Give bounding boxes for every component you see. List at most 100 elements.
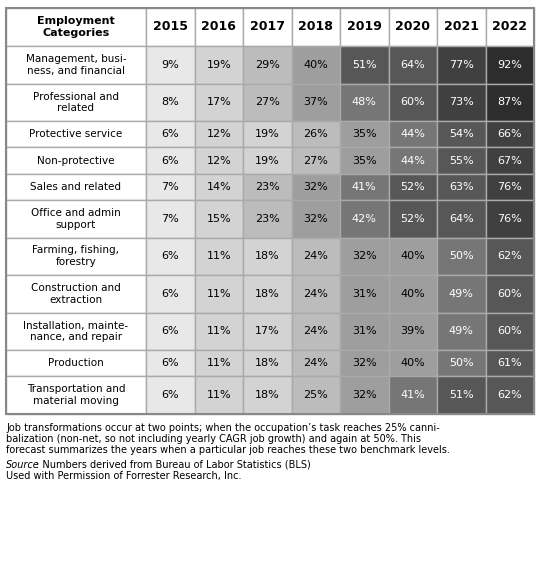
Text: 51%: 51% (352, 60, 376, 70)
Text: 23%: 23% (255, 214, 280, 224)
Bar (6, 84, 146, 121)
Bar (146, 147, 194, 174)
Text: 40%: 40% (400, 251, 425, 261)
Bar (340, 174, 388, 200)
Bar (194, 121, 243, 147)
Bar (340, 84, 388, 121)
Text: 7%: 7% (161, 214, 179, 224)
Bar (146, 275, 194, 312)
Bar (146, 350, 194, 377)
Bar (340, 46, 388, 84)
Bar (146, 8, 194, 46)
Bar (6, 377, 146, 414)
Text: : Numbers derived from Bureau of Labor Statistics (BLS): : Numbers derived from Bureau of Labor S… (36, 460, 310, 470)
Bar (243, 275, 292, 312)
Text: 49%: 49% (449, 289, 474, 299)
Bar (292, 121, 340, 147)
Text: 32%: 32% (303, 214, 328, 224)
Bar (292, 312, 340, 350)
Bar (292, 200, 340, 238)
Text: 31%: 31% (352, 289, 376, 299)
Bar (194, 147, 243, 174)
Text: 6%: 6% (161, 129, 179, 139)
Bar (388, 147, 437, 174)
Bar (243, 84, 292, 121)
Text: 61%: 61% (497, 359, 522, 368)
Bar (437, 350, 485, 377)
Bar (243, 174, 292, 200)
Text: 63%: 63% (449, 182, 474, 192)
Bar (243, 147, 292, 174)
Bar (340, 377, 388, 414)
Text: 11%: 11% (206, 359, 231, 368)
Bar (437, 174, 485, 200)
Text: Farming, fishing,
forestry: Farming, fishing, forestry (32, 246, 119, 267)
Text: 76%: 76% (497, 182, 522, 192)
Bar (485, 46, 534, 84)
Text: 62%: 62% (497, 251, 522, 261)
Bar (485, 84, 534, 121)
Text: Office and admin
support: Office and admin support (31, 208, 121, 229)
Text: 18%: 18% (255, 390, 280, 400)
Text: Non-protective: Non-protective (37, 156, 114, 166)
Bar (340, 275, 388, 312)
Bar (437, 200, 485, 238)
Bar (485, 377, 534, 414)
Text: Management, busi-
ness, and financial: Management, busi- ness, and financial (26, 54, 126, 75)
Text: 12%: 12% (206, 156, 231, 166)
Bar (485, 174, 534, 200)
Text: 92%: 92% (497, 60, 522, 70)
Text: 76%: 76% (497, 214, 522, 224)
Text: 2017: 2017 (249, 20, 285, 34)
Text: 60%: 60% (497, 327, 522, 337)
Bar (146, 377, 194, 414)
Bar (485, 147, 534, 174)
Bar (6, 8, 534, 414)
Bar (388, 238, 437, 275)
Text: 27%: 27% (303, 156, 328, 166)
Text: 52%: 52% (400, 214, 425, 224)
Bar (437, 46, 485, 84)
Bar (243, 46, 292, 84)
Text: 39%: 39% (400, 327, 425, 337)
Bar (388, 377, 437, 414)
Bar (243, 377, 292, 414)
Text: 11%: 11% (206, 251, 231, 261)
Text: 48%: 48% (352, 97, 377, 107)
Bar (146, 46, 194, 84)
Bar (437, 121, 485, 147)
Bar (243, 200, 292, 238)
Text: 12%: 12% (206, 129, 231, 139)
Bar (388, 312, 437, 350)
Text: 2016: 2016 (201, 20, 236, 34)
Bar (6, 147, 146, 174)
Bar (292, 46, 340, 84)
Text: 40%: 40% (400, 289, 425, 299)
Bar (243, 8, 292, 46)
Bar (388, 200, 437, 238)
Text: 2015: 2015 (153, 20, 188, 34)
Text: 73%: 73% (449, 97, 474, 107)
Text: 6%: 6% (161, 289, 179, 299)
Text: 11%: 11% (206, 390, 231, 400)
Bar (6, 275, 146, 312)
Text: 37%: 37% (303, 97, 328, 107)
Text: 62%: 62% (497, 390, 522, 400)
Bar (292, 84, 340, 121)
Text: 23%: 23% (255, 182, 280, 192)
Bar (6, 200, 146, 238)
Bar (340, 238, 388, 275)
Bar (6, 312, 146, 350)
Bar (243, 121, 292, 147)
Text: 14%: 14% (206, 182, 231, 192)
Text: 24%: 24% (303, 289, 328, 299)
Bar (485, 275, 534, 312)
Text: 6%: 6% (161, 359, 179, 368)
Text: 52%: 52% (400, 182, 425, 192)
Text: Installation, mainte-
nance, and repair: Installation, mainte- nance, and repair (23, 320, 129, 342)
Text: 27%: 27% (255, 97, 280, 107)
Text: 41%: 41% (352, 182, 376, 192)
Text: 29%: 29% (255, 60, 280, 70)
Bar (6, 350, 146, 377)
Text: 2022: 2022 (492, 20, 527, 34)
